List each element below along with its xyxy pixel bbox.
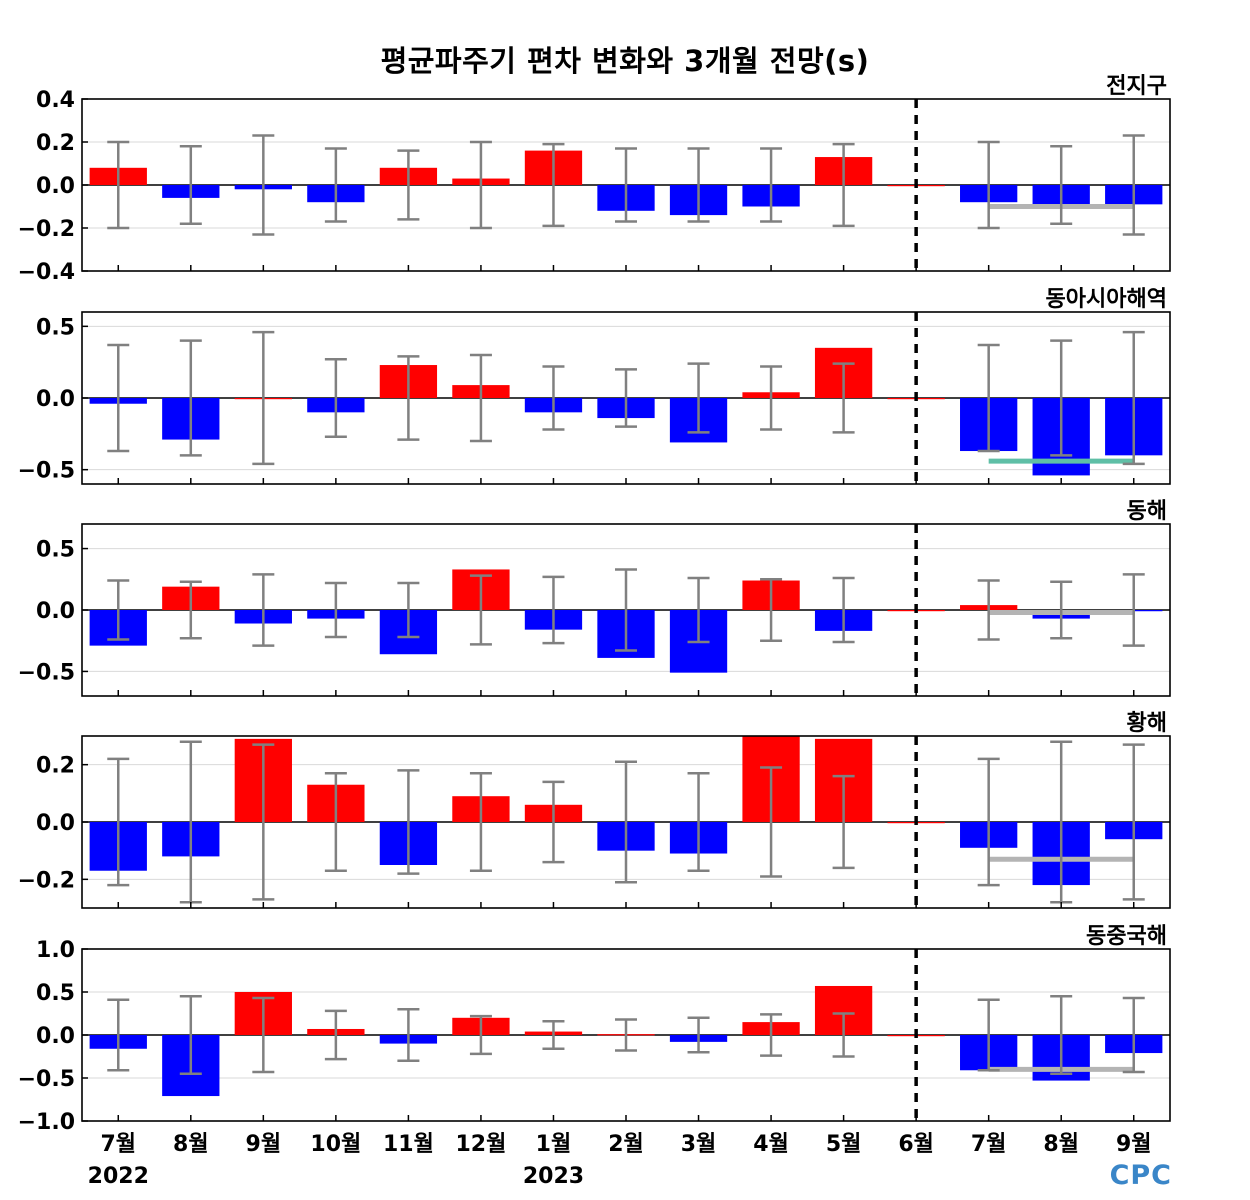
year-label: 2022 [88, 1164, 149, 1189]
x-tick-label: 7월 [971, 1132, 1007, 1157]
x-tick-label: 9월 [1116, 1132, 1152, 1157]
y-tick-label: −0.2 [18, 868, 75, 893]
x-tick-label: 6월 [898, 1132, 934, 1157]
panel-frame [81, 948, 1171, 1122]
region-label: 동해 [1127, 499, 1167, 524]
y-tick-label: 0.0 [36, 387, 75, 412]
x-tick-label: 10월 [310, 1132, 361, 1157]
cpc-logo: CPC [1110, 1160, 1172, 1191]
panel-frame [81, 311, 1171, 485]
x-tick-label: 4월 [753, 1132, 789, 1157]
logo-text: CPC [1109, 1160, 1172, 1191]
x-tick-label: 7월 [100, 1132, 136, 1157]
x-tick-label: 11월 [383, 1132, 434, 1157]
x-tick-label: 5월 [826, 1132, 862, 1157]
panel-frame [81, 523, 1171, 697]
y-tick-label: 0.5 [36, 315, 75, 340]
y-tick-label: −0.2 [18, 217, 75, 242]
x-tick-label: 2월 [608, 1132, 644, 1157]
x-tick-label: 3월 [681, 1132, 717, 1157]
year-label: 2023 [523, 1164, 584, 1189]
x-tick-label: 9월 [246, 1132, 282, 1157]
y-tick-label: 0.4 [36, 88, 75, 113]
y-tick-label: 0.0 [36, 1024, 75, 1049]
chart-title: 평균파주기 편차 변화와 3개월 전망(s) [380, 44, 870, 78]
region-label: 황해 [1127, 711, 1167, 736]
y-tick-label: 0.0 [36, 174, 75, 199]
x-tick-label: 8월 [173, 1132, 209, 1157]
region-label: 동중국해 [1086, 924, 1167, 949]
y-tick-label: 0.2 [36, 754, 75, 779]
y-tick-label: 0.5 [36, 538, 75, 563]
x-tick-label: 8월 [1043, 1132, 1079, 1157]
region-label: 동아시아해역 [1046, 287, 1167, 312]
panel-frame [81, 735, 1171, 909]
y-tick-label: 1.0 [36, 938, 75, 963]
panel-frame [81, 98, 1171, 272]
y-tick-label: −0.5 [18, 459, 75, 484]
y-tick-label: 0.2 [36, 131, 75, 156]
region-label: 전지구 [1106, 74, 1167, 99]
y-tick-label: −1.0 [18, 1110, 75, 1135]
y-tick-label: 0.5 [36, 981, 75, 1006]
y-tick-label: 0.0 [36, 811, 75, 836]
x-tick-label: 12월 [456, 1132, 507, 1157]
x-tick-label: 1월 [536, 1132, 572, 1157]
y-tick-label: −0.5 [18, 1067, 75, 1092]
y-tick-label: −0.5 [18, 660, 75, 685]
y-tick-label: −0.4 [18, 260, 75, 285]
y-tick-label: 0.0 [36, 599, 75, 624]
